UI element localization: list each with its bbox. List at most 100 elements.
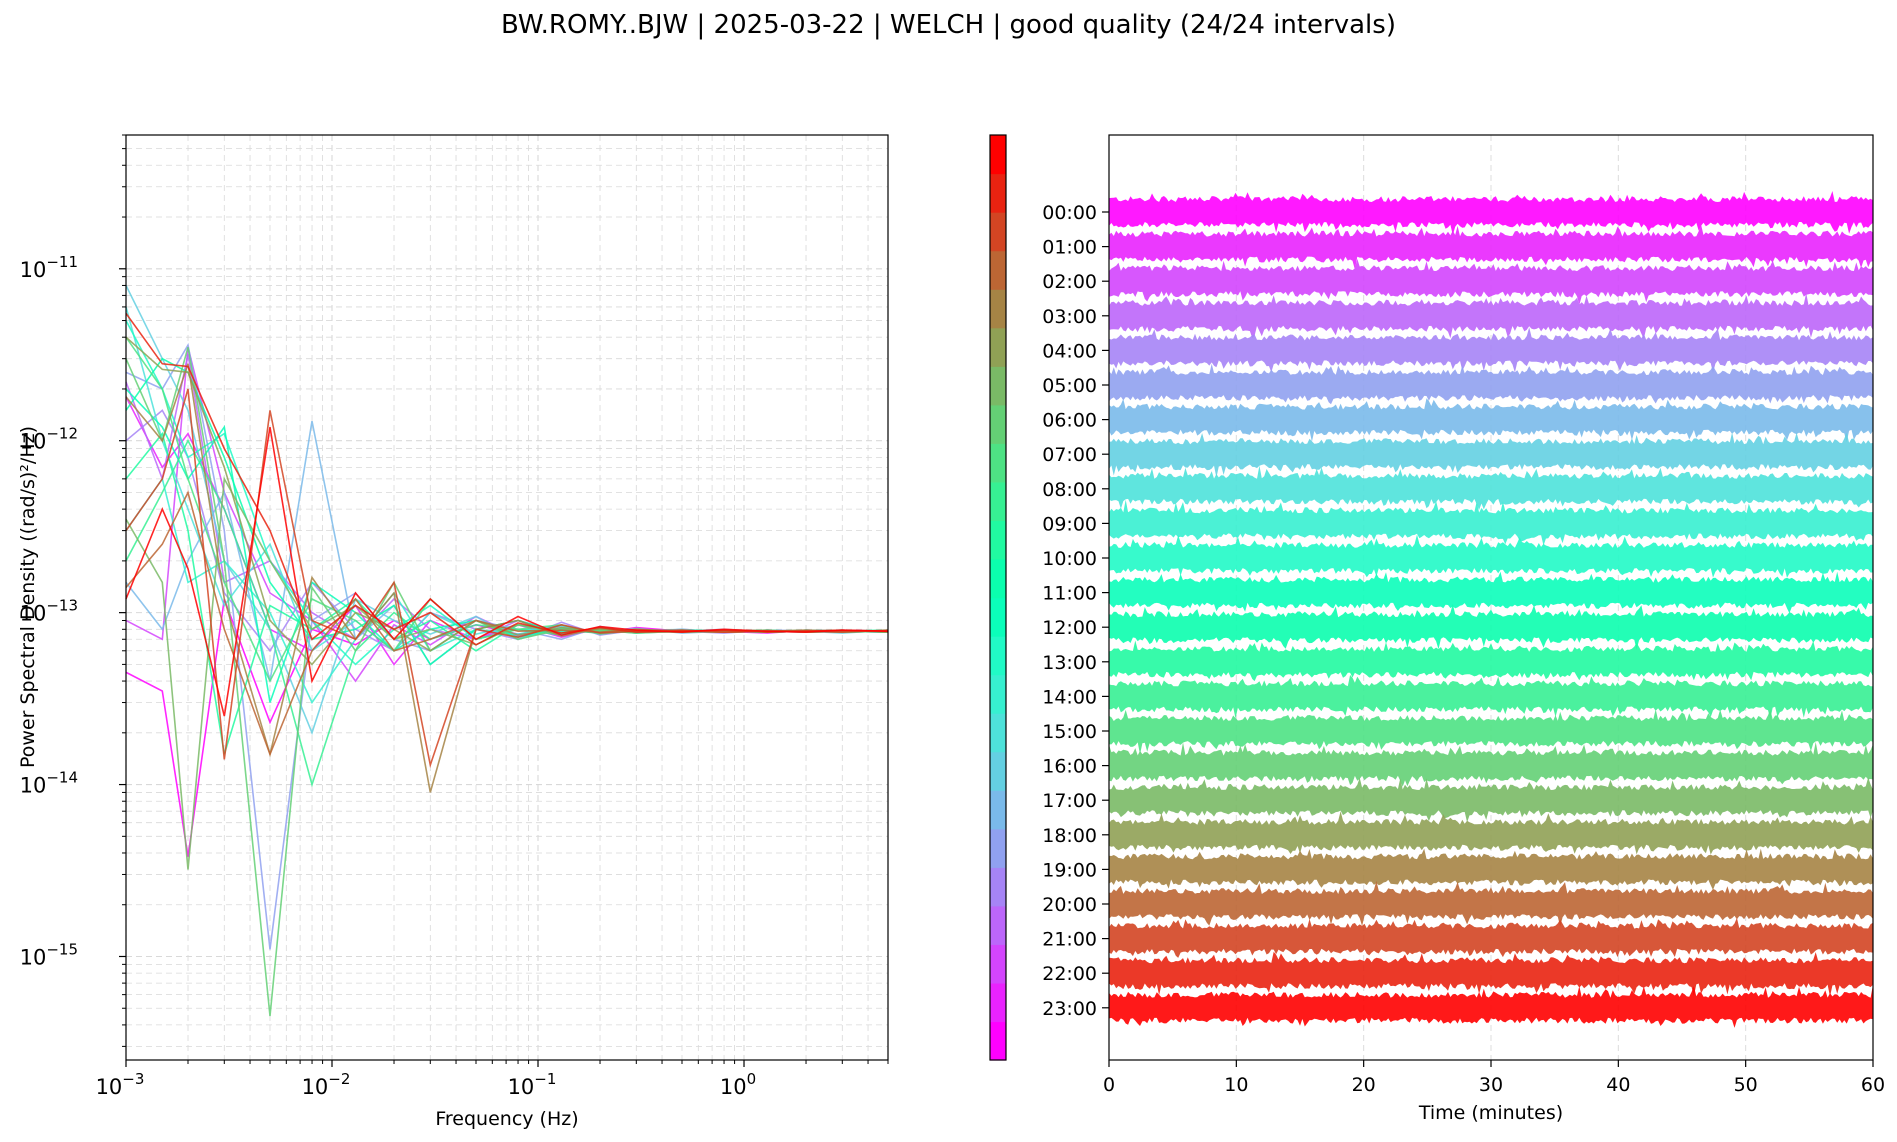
waveform-trace-0900 bbox=[1109, 499, 1873, 546]
waveform-row-label: 04:00 bbox=[1042, 340, 1097, 362]
colorbar-segment bbox=[990, 867, 1006, 907]
colorbar-segment bbox=[990, 327, 1006, 367]
waveform-row-label: 18:00 bbox=[1042, 825, 1097, 847]
psd-ytick-label: 10−14 bbox=[20, 769, 78, 798]
waveform-xlabel: Time (minutes) bbox=[1418, 1102, 1563, 1124]
waveform-row-label: 22:00 bbox=[1042, 963, 1097, 985]
waveform-panel: 0 10 20 30 40 50 60 00:00 01:00 02:00 03:00 04:00 05… bbox=[1042, 134, 1885, 1124]
waveform-row-label: 11:00 bbox=[1042, 583, 1097, 605]
psd-xtick-exp: −3 bbox=[122, 1070, 144, 1088]
waveform-trace-1900 bbox=[1109, 848, 1873, 890]
psd-series-line-0900 bbox=[125, 477, 889, 705]
waveform-trace-1500 bbox=[1109, 709, 1873, 755]
psd-xtick-label: 10−1 bbox=[508, 1070, 557, 1099]
waveform-row-label: 02:00 bbox=[1042, 271, 1097, 293]
psd-panel: 10−3 10−2 10−1 10010−1510−1410−1310−1210−11… bbox=[17, 134, 889, 1130]
colorbar-segment bbox=[990, 944, 1006, 984]
waveform-row-label: 23:00 bbox=[1042, 998, 1097, 1020]
waveform-xtick-label: 30 bbox=[1479, 1074, 1503, 1096]
psd-ytick-label: 10−11 bbox=[20, 253, 78, 282]
waveform-trace-0600 bbox=[1109, 398, 1873, 443]
waveform-row-label: 08:00 bbox=[1042, 479, 1097, 501]
waveform-trace-0700 bbox=[1109, 432, 1873, 478]
waveform-trace-1300 bbox=[1109, 640, 1873, 682]
waveform-row-label: 06:00 bbox=[1042, 410, 1097, 432]
waveform-trace-2000 bbox=[1109, 880, 1873, 927]
psd-xlabel: Frequency (Hz) bbox=[435, 1108, 578, 1130]
colorbar-segment bbox=[990, 366, 1006, 406]
colorbar bbox=[989, 134, 1007, 1061]
waveform-row-label: 13:00 bbox=[1042, 652, 1097, 674]
colorbar-segment bbox=[990, 597, 1006, 637]
psd-series-line-2200 bbox=[125, 312, 889, 646]
psd-ytick-exp: −12 bbox=[46, 425, 78, 443]
psd-ytick-label: 10−15 bbox=[20, 940, 78, 969]
waveform-trace-1000 bbox=[1109, 534, 1873, 578]
waveform-trace-1200 bbox=[1109, 604, 1873, 650]
waveform-row-label: 14:00 bbox=[1042, 686, 1097, 708]
colorbar-segment bbox=[990, 905, 1006, 945]
colorbar-segment bbox=[990, 250, 1006, 290]
colorbar-segment bbox=[990, 828, 1006, 868]
waveform-row-label: 01:00 bbox=[1042, 237, 1097, 259]
colorbar-segment bbox=[990, 1021, 1006, 1061]
waveform-ticks: 0 10 20 30 40 50 60 00:00 01:00 02:00 03:00 04:00 05… bbox=[1042, 202, 1885, 1096]
waveform-row-label: 20:00 bbox=[1042, 894, 1097, 916]
waveform-xtick-label: 0 bbox=[1103, 1074, 1115, 1096]
colorbar-segment bbox=[990, 558, 1006, 599]
psd-series-line-2300 bbox=[125, 426, 889, 717]
psd-ytick-exp: −13 bbox=[46, 597, 78, 615]
psd-xtick-exp: 0 bbox=[747, 1070, 757, 1088]
waveform-rows bbox=[1109, 191, 1873, 1028]
colorbar-segment bbox=[990, 982, 1006, 1023]
colorbar-segment bbox=[990, 790, 1006, 830]
waveform-row-label: 21:00 bbox=[1042, 929, 1097, 951]
figure-title: BW.ROMY..BJW | 2025-03-22 | WELCH | good… bbox=[501, 10, 1396, 40]
waveform-trace-1100 bbox=[1109, 571, 1873, 614]
waveform-xtick-label: 50 bbox=[1734, 1074, 1758, 1096]
colorbar-segment bbox=[990, 173, 1006, 213]
psd-xtick-label: 10−3 bbox=[96, 1070, 145, 1099]
waveform-trace-0500 bbox=[1109, 363, 1873, 405]
psd-ytick-exp: −14 bbox=[46, 769, 78, 787]
waveform-row-label: 17:00 bbox=[1042, 790, 1097, 812]
waveform-row-label: 12:00 bbox=[1042, 617, 1097, 639]
waveform-xtick-label: 60 bbox=[1861, 1074, 1885, 1096]
colorbar-segment bbox=[990, 404, 1006, 444]
waveform-trace-0300 bbox=[1109, 292, 1873, 340]
colorbar-segment bbox=[990, 713, 1006, 753]
colorbar-segment bbox=[990, 674, 1006, 714]
waveform-trace-1400 bbox=[1109, 675, 1873, 720]
psd-ytick-exp: −15 bbox=[46, 940, 78, 958]
waveform-trace-0000 bbox=[1109, 191, 1873, 236]
waveform-row-label: 15:00 bbox=[1042, 721, 1097, 743]
psd-xtick-label: 100 bbox=[720, 1070, 756, 1099]
colorbar-segment bbox=[990, 135, 1006, 175]
waveform-row-label: 10:00 bbox=[1042, 548, 1097, 570]
psd-xtick-exp: −2 bbox=[328, 1070, 350, 1088]
psd-series-line-0300 bbox=[125, 353, 889, 641]
waveform-trace-2100 bbox=[1109, 917, 1873, 958]
waveform-row-label: 05:00 bbox=[1042, 375, 1097, 397]
waveform-trace-0800 bbox=[1109, 465, 1873, 510]
psd-ylabel: Power Spectral Density ((rad/s)²/Hz) bbox=[17, 426, 39, 768]
waveform-row-label: 19:00 bbox=[1042, 859, 1097, 881]
psd-series-line-2100 bbox=[125, 388, 889, 769]
colorbar-segment bbox=[990, 481, 1006, 522]
colorbar-frame bbox=[989, 134, 1007, 1061]
waveform-trace-2300 bbox=[1109, 984, 1873, 1028]
colorbar-segment bbox=[990, 443, 1006, 483]
waveform-xtick-label: 40 bbox=[1606, 1074, 1630, 1096]
waveform-trace-2200 bbox=[1109, 951, 1873, 997]
psd-series-group bbox=[125, 285, 889, 1017]
psd-ytick-exp: −11 bbox=[46, 253, 78, 271]
psd-axes-frame bbox=[125, 134, 889, 1061]
waveform-xtick-label: 10 bbox=[1224, 1074, 1248, 1096]
waveform-trace-1800 bbox=[1109, 811, 1873, 855]
colorbar-segment bbox=[990, 636, 1006, 676]
colorbar-segment bbox=[990, 212, 1006, 252]
waveform-row-label: 16:00 bbox=[1042, 756, 1097, 778]
psd-xtick-exp: −1 bbox=[534, 1070, 556, 1088]
colorbar-segment bbox=[990, 289, 1006, 329]
